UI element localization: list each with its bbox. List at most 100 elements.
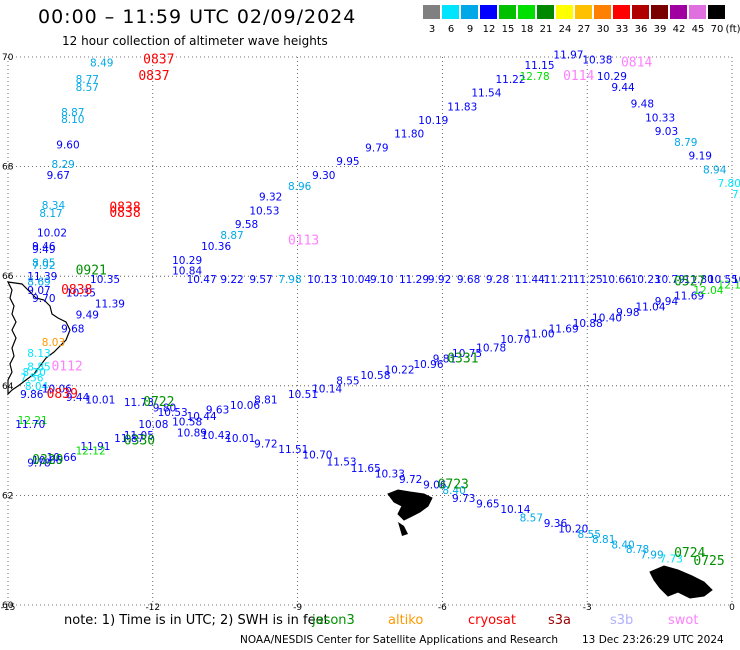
legend-bin-label: 27: [577, 24, 591, 35]
swh-value-label: 9.67: [47, 170, 70, 182]
swh-value-label: 10.19: [418, 115, 448, 127]
x-tick-label: -12: [145, 603, 160, 613]
legend-swatch: [499, 5, 516, 19]
swh-value-label: 9.44: [66, 392, 90, 404]
legend-bin-label: 18: [520, 24, 534, 35]
swh-value-label: 9.49: [76, 310, 99, 322]
faroe-islet: [398, 522, 408, 536]
swh-value-label: 10.35: [66, 288, 96, 300]
swh-value-label: 8.94: [703, 164, 727, 176]
swh-value-label: 9.60: [56, 140, 79, 152]
swh-value-label: 9.58: [235, 219, 258, 231]
pass-time-label: 0838: [109, 206, 140, 221]
swh-value-label: 12.04: [693, 285, 723, 297]
swh-points: 8.498.778.578.878.109.608.299.678.348.17…: [15, 49, 740, 565]
swh-value-label: 11.54: [471, 88, 501, 100]
swh-value-label: 10.33: [375, 468, 405, 480]
legend-swatch: [670, 5, 687, 19]
swh-value-label: 8.17: [39, 208, 62, 220]
swh-value-label: 8.81: [254, 395, 277, 407]
swh-value-label: 11.29: [399, 274, 429, 286]
swh-value-label: 10.79: [655, 274, 685, 286]
legend-bin-label: 30: [596, 24, 610, 35]
swh-value-label: 8.79: [674, 137, 697, 149]
swh-value-label: 11.22: [495, 74, 525, 86]
swh-value-label: 7.98: [278, 274, 301, 286]
legend-swatch: [575, 5, 592, 19]
legend-swatch: [651, 5, 668, 19]
swh-value-label: 11.05: [124, 430, 154, 442]
swh-value-label: 9.46: [32, 241, 56, 253]
swh-value-label: 8.87: [61, 107, 84, 119]
legend-bin-label: 33: [615, 24, 629, 35]
swh-value-label: 9.68: [61, 323, 84, 335]
swh-value-label: 8.49: [90, 57, 113, 69]
swh-value-label: 9.48: [631, 99, 654, 111]
swh-value-label: 12.12: [76, 445, 106, 457]
swh-value-label: 11.51: [278, 444, 308, 456]
swh-value-label: 8.96: [288, 181, 312, 193]
swh-value-label: 11.21: [544, 274, 574, 286]
swh-value-label: 9.44: [611, 82, 635, 94]
x-tick-label: -15: [1, 603, 16, 613]
swh-value-label: 9.72: [254, 438, 277, 450]
pass-time-label: 0330: [124, 434, 155, 449]
swh-value-label: 10.38: [582, 55, 612, 67]
grid-lines: [7, 56, 733, 606]
swh-value-label: 9.98: [616, 307, 639, 319]
legend-bin-label: 9: [466, 24, 474, 35]
pass-time-label: 0113: [288, 234, 319, 249]
swh-value-label: 10.78: [476, 342, 506, 354]
coastline: [6, 281, 713, 599]
swh-value-label: 8.04: [25, 381, 49, 393]
swh-value-label: 9.73: [452, 493, 475, 505]
swh-value-label: 10.08: [138, 419, 168, 431]
pass-time-label: 0814: [621, 55, 652, 70]
legend-swatch: [613, 5, 630, 19]
legend-bin-label: 24: [558, 24, 572, 35]
swh-value-label: 10.14: [312, 384, 342, 396]
pass-time-label: 0527: [674, 275, 705, 290]
satellite-altiko: altiko: [388, 613, 424, 628]
pass-time-label: 0331: [447, 351, 478, 366]
swh-value-label: 10.55: [708, 274, 738, 286]
swh-value-label: 11.25: [573, 274, 603, 286]
legend-bin-label: 3: [428, 24, 436, 35]
pass-time-label: 0839: [47, 387, 78, 402]
swh-value-label: 10.47: [187, 274, 217, 286]
y-tick-label: 62: [2, 491, 13, 501]
x-tick-label: -9: [293, 603, 302, 613]
swh-value-label: 9.57: [249, 274, 272, 286]
swh-value-label: 9.95: [336, 156, 359, 168]
swh-value-label: 10.42: [201, 430, 231, 442]
legend-unit: (ft): [725, 24, 740, 35]
legend-swatch: [708, 5, 725, 19]
swh-value-label: 10.96: [413, 359, 443, 371]
swh-value-label: 11.97: [553, 49, 583, 61]
pass-time-label: 0838: [61, 283, 92, 298]
swh-value-label: 8.13: [27, 348, 50, 360]
pass-time-label: 0837: [138, 69, 169, 84]
swh-value-label: 10.33: [645, 112, 675, 124]
swh-value-label: 9.49: [32, 244, 55, 256]
swh-value-label: 9.19: [689, 151, 712, 163]
swh-value-label: 10.06: [230, 400, 260, 412]
swh-value-label: 7.73: [660, 553, 683, 565]
swh-value-label: 10.70: [302, 449, 332, 461]
iceland-coast: [6, 281, 71, 396]
swh-value-label: 10.88: [573, 318, 603, 330]
x-tick-label: -6: [438, 603, 447, 613]
swh-value-label: 9.81: [433, 353, 456, 365]
legend-swatch: [461, 5, 478, 19]
satellite-jason3: jason3: [312, 613, 355, 628]
legend-swatch: [480, 5, 497, 19]
swh-value-label: 11.53: [327, 456, 357, 468]
swh-value-label: 11.91: [80, 441, 110, 453]
legend-bin-label: 21: [539, 24, 553, 35]
swh-value-label: 12.21: [18, 415, 48, 427]
swh-value-label: 10.75: [452, 348, 482, 360]
swh-value-label: 7.87: [732, 189, 740, 201]
swh-value-label: 10.66: [47, 452, 77, 464]
legend-bin-label: 42: [672, 24, 686, 35]
swh-value-label: 11.87: [114, 433, 144, 445]
